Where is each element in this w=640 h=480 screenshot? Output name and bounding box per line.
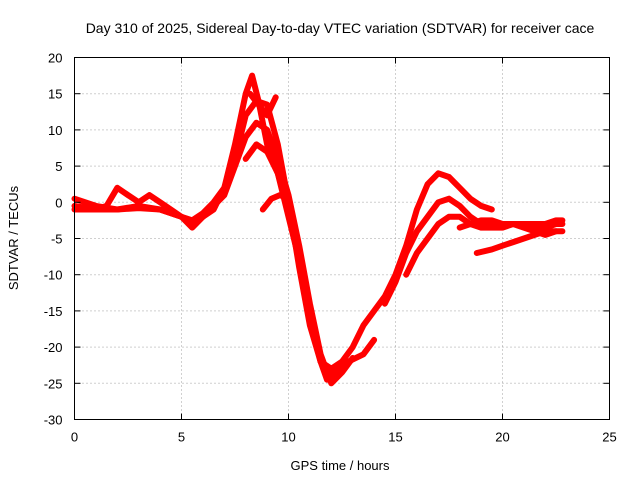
satellite-track-1 (71, 72, 378, 383)
satellite-track-10 (473, 228, 559, 256)
y-tick-label: 15 (48, 87, 62, 102)
x-tick-label: 25 (602, 430, 616, 445)
satellite-track-7 (381, 195, 566, 307)
satellite-track-3 (71, 119, 356, 387)
y-tick-label: -20 (44, 340, 63, 355)
x-tick-label: 5 (178, 430, 185, 445)
satellite-track-5 (247, 90, 279, 119)
y-tick-label: -5 (51, 232, 63, 247)
y-tick-label: -15 (44, 304, 63, 319)
y-axis-label: SDTVAR / TECUs (6, 185, 21, 290)
x-tick-label: 0 (71, 430, 78, 445)
satellite-track-6 (259, 192, 292, 213)
y-tick-label: 10 (48, 123, 62, 138)
y-tick-label: -30 (44, 413, 63, 428)
y-tick-label: -25 (44, 376, 63, 391)
plot-area (71, 72, 566, 387)
x-axis-label: GPS time / hours (291, 458, 390, 473)
satellite-track-4 (242, 141, 345, 380)
x-tick-label: 20 (495, 430, 509, 445)
satellite-track-8 (403, 213, 566, 278)
grid (74, 57, 610, 420)
axes-ticks: 0 5 10 15 20 25 -30 -25 -20 -15 -10 -5 0 5 10 15 20 (44, 51, 617, 445)
chart-title: Day 310 of 2025, Sidereal Day-to-day VTE… (86, 20, 595, 36)
y-tick-label: 20 (48, 51, 62, 66)
y-tick-label: 0 (55, 195, 62, 210)
x-tick-label: 10 (281, 430, 295, 445)
y-tick-label: 5 (55, 159, 62, 174)
x-tick-label: 15 (388, 430, 402, 445)
y-tick-label: -10 (44, 268, 63, 283)
